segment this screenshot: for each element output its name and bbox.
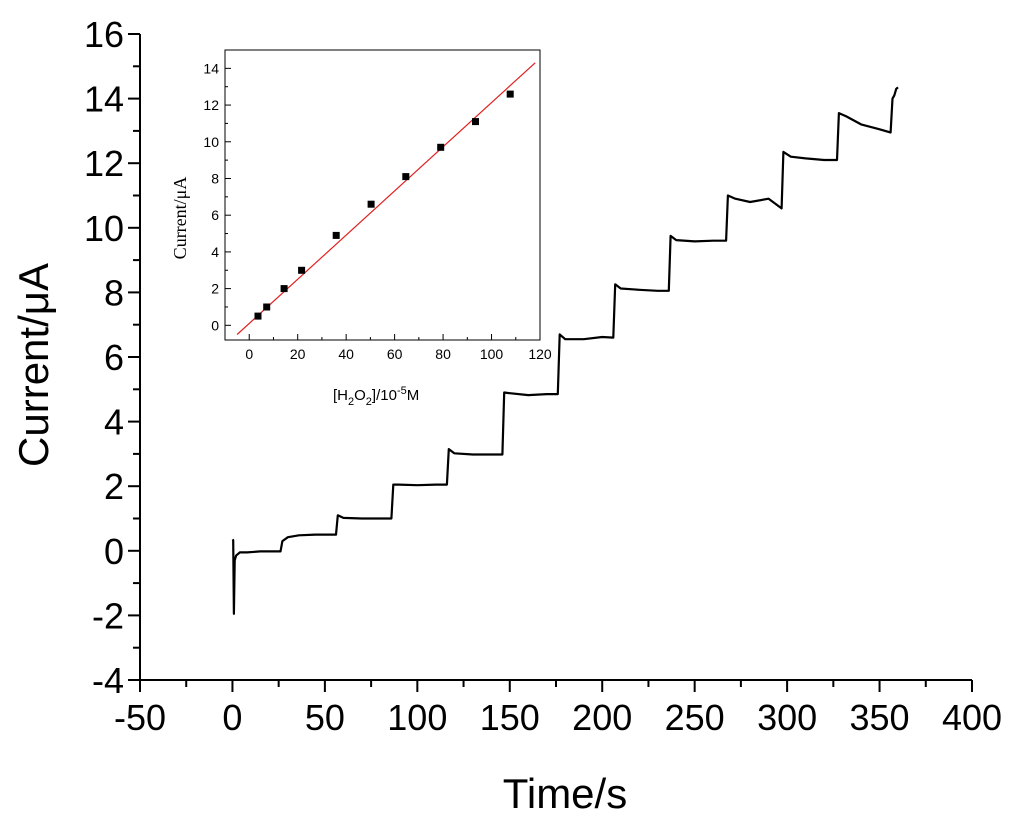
inset-y-tick-label: 10	[203, 134, 219, 150]
inset-data-point	[472, 118, 479, 126]
main-y-tick-label: 16	[84, 14, 124, 55]
main-y-tick-label: 8	[104, 272, 124, 313]
main-x-axis-title: Time/s	[503, 770, 627, 817]
inset-ticks	[225, 67, 541, 340]
main-y-tick-label: 6	[104, 337, 124, 378]
inset-y-tick-label: 12	[203, 97, 219, 113]
main-x-tick-label: 350	[850, 697, 910, 738]
inset-y-tick-label: 2	[211, 281, 219, 297]
inset-x-axis-title: [H2O2]/10-5M	[333, 385, 419, 408]
main-x-tick-label: 150	[480, 697, 540, 738]
inset-chart: 0 20 40 60 80 100 120 0 2 4 6 8 10 12 14 Current/μA [H…	[170, 49, 552, 408]
inset-y-axis-title: Current/μA	[170, 177, 190, 260]
main-y-tick-label: 14	[84, 79, 124, 120]
main-x-tick-label: 50	[305, 697, 345, 738]
inset-data-point	[506, 90, 514, 98]
inset-x-tick-label: 60	[387, 346, 403, 362]
inset-x-tick-label: 80	[435, 346, 451, 362]
main-y-tick-label: -2	[92, 595, 124, 636]
inset-x-tick-label: 0	[245, 346, 253, 362]
inset-y-tick-label: 14	[203, 60, 219, 76]
inset-y-tick-label: 0	[211, 317, 219, 333]
main-y-tick-label: 12	[84, 143, 124, 184]
main-x-tick-label: 250	[665, 697, 725, 738]
inset-data-point	[298, 266, 306, 274]
main-y-tick-label: -4	[92, 660, 124, 701]
main-tick-labels: -50 0 50 100 150 200 250 300 350 400-4-2024681012…	[84, 14, 1002, 738]
inset-x-tick-label: 40	[338, 346, 354, 362]
inset-data-point	[367, 200, 375, 208]
main-x-tick-label: 100	[387, 697, 447, 738]
main-x-tick-label: 400	[942, 697, 1002, 738]
inset-x-tick-label: 120	[528, 346, 552, 362]
current-trace	[231, 86, 899, 615]
main-y-axis-title: Current/μA	[10, 263, 57, 467]
main-x-tick-label: 300	[757, 697, 817, 738]
main-y-tick-label: 10	[84, 208, 124, 249]
main-chart: -50 0 50 100 150 200 250 300 350 400-4-2024681012…	[10, 14, 1002, 817]
inset-x-tick-label: 100	[480, 346, 504, 362]
main-x-tick-label: -50	[114, 697, 166, 738]
main-ticks	[128, 33, 973, 692]
inset-data-point	[332, 231, 340, 239]
main-x-tick-label: 0	[222, 697, 242, 738]
inset-data-point	[254, 312, 262, 320]
inset-data-point	[437, 143, 445, 151]
main-y-tick-label: 4	[104, 402, 124, 443]
main-x-tick-label: 200	[572, 697, 632, 738]
inset-y-tick-label: 8	[211, 170, 219, 186]
inset-tick-labels: 0 20 40 60 80 100 120 0 2 4 6 8 10 12 14	[203, 60, 551, 362]
inset-y-tick-label: 4	[211, 244, 219, 260]
inset-frame	[224, 49, 541, 341]
inset-data-point	[280, 285, 288, 293]
inset-y-tick-label: 6	[211, 207, 219, 223]
inset-data-point	[263, 303, 271, 311]
inset-x-tick-label: 20	[290, 346, 306, 362]
main-y-tick-label: 2	[104, 466, 124, 507]
main-y-tick-label: 0	[104, 531, 124, 572]
inset-points	[254, 90, 514, 320]
inset-data-point	[402, 173, 410, 181]
